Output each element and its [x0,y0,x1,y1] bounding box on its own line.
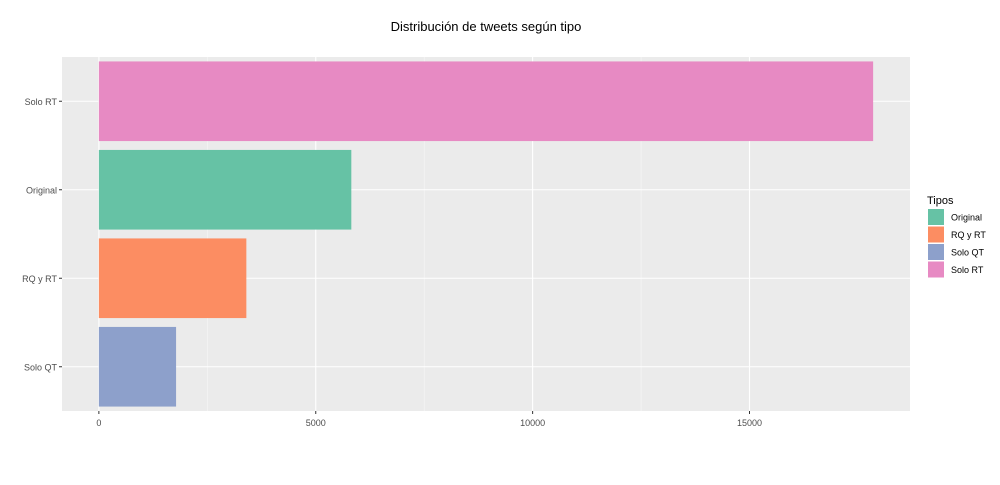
bar-solo-rt [98,61,874,142]
y-tick-label: RQ y RT [22,274,57,284]
x-tick-label: 10000 [520,418,545,428]
y-tick-label: Solo QT [24,362,58,372]
bars [98,61,874,407]
chart-title: Distribución de tweets según tipo [391,19,582,34]
legend-key [928,209,944,225]
x-axis: 0 5000 10000 15000 [96,411,762,428]
x-tick-label: 15000 [737,418,762,428]
legend-title: Tipos [927,195,954,207]
y-axis: Solo RT Original RQ y RT Solo QT [22,97,62,372]
legend-key [928,226,944,243]
y-tick-label: Solo RT [25,97,58,107]
x-tick-label: 0 [96,418,101,428]
bar-rq-y-rt [98,238,247,319]
legend-label: Solo RT [951,265,984,275]
legend-label: Solo QT [951,248,985,258]
legend-label: RQ y RT [951,230,986,240]
x-tick-label: 5000 [306,418,326,428]
y-tick-label: Original [26,185,57,195]
legend-key [928,261,944,278]
bar-solo-qt [98,326,177,407]
legend: Tipos Original RQ y RT Solo QT Solo RT [927,195,986,278]
legend-label: Original [951,213,982,223]
legend-key [928,244,944,260]
bar-original [98,149,352,230]
